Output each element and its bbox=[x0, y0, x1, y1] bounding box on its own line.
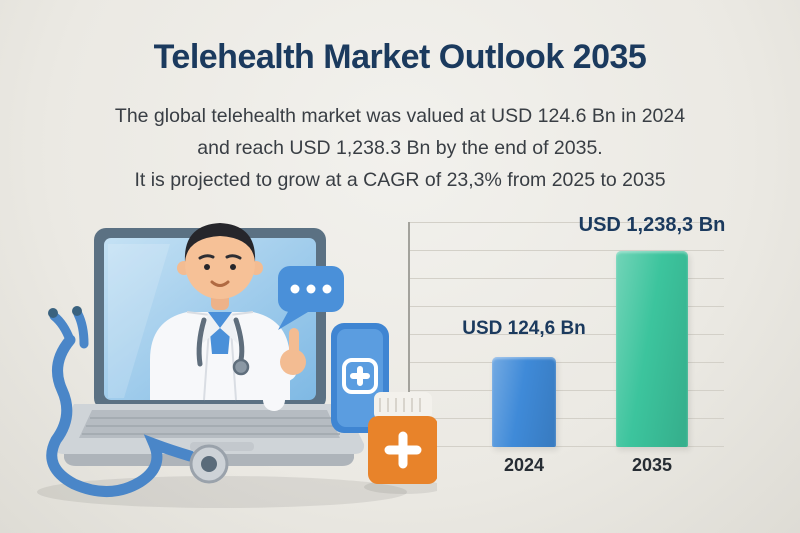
pill-bottle-icon bbox=[364, 392, 437, 494]
telehealth-illustration bbox=[37, 223, 437, 508]
bar-value-label-2024: USD 124,6 Bn bbox=[462, 318, 586, 339]
stethoscope-icon bbox=[46, 306, 229, 498]
subtitle-line-3: It is projected to grow at a CAGR of 23,… bbox=[134, 169, 666, 191]
subtitle-line-1: The global telehealth market was valued … bbox=[114, 105, 686, 127]
x-axis-label-2035: 2035 bbox=[631, 455, 673, 475]
subtitle: The global telehealth market was valued … bbox=[0, 100, 800, 196]
bar-2035 bbox=[616, 251, 688, 447]
doctor-avatar bbox=[150, 223, 306, 411]
chat-bubble-icon bbox=[278, 266, 344, 330]
page-title: Telehealth Market Outlook 2035 bbox=[153, 38, 647, 76]
pointing-finger bbox=[289, 328, 299, 358]
subtitle-line-2: and reach USD 1,238.3 Bn by the end of 2… bbox=[197, 137, 603, 159]
bar-chart: USD 124,6 Bn USD 1,238,3 Bn 2024 2035 bbox=[408, 214, 725, 475]
bar-2024 bbox=[492, 357, 556, 447]
coat-sleeve bbox=[262, 359, 297, 411]
x-axis-label-2024: 2024 bbox=[503, 455, 545, 475]
bar-value-label-2035: USD 1,238,3 Bn bbox=[578, 214, 726, 236]
